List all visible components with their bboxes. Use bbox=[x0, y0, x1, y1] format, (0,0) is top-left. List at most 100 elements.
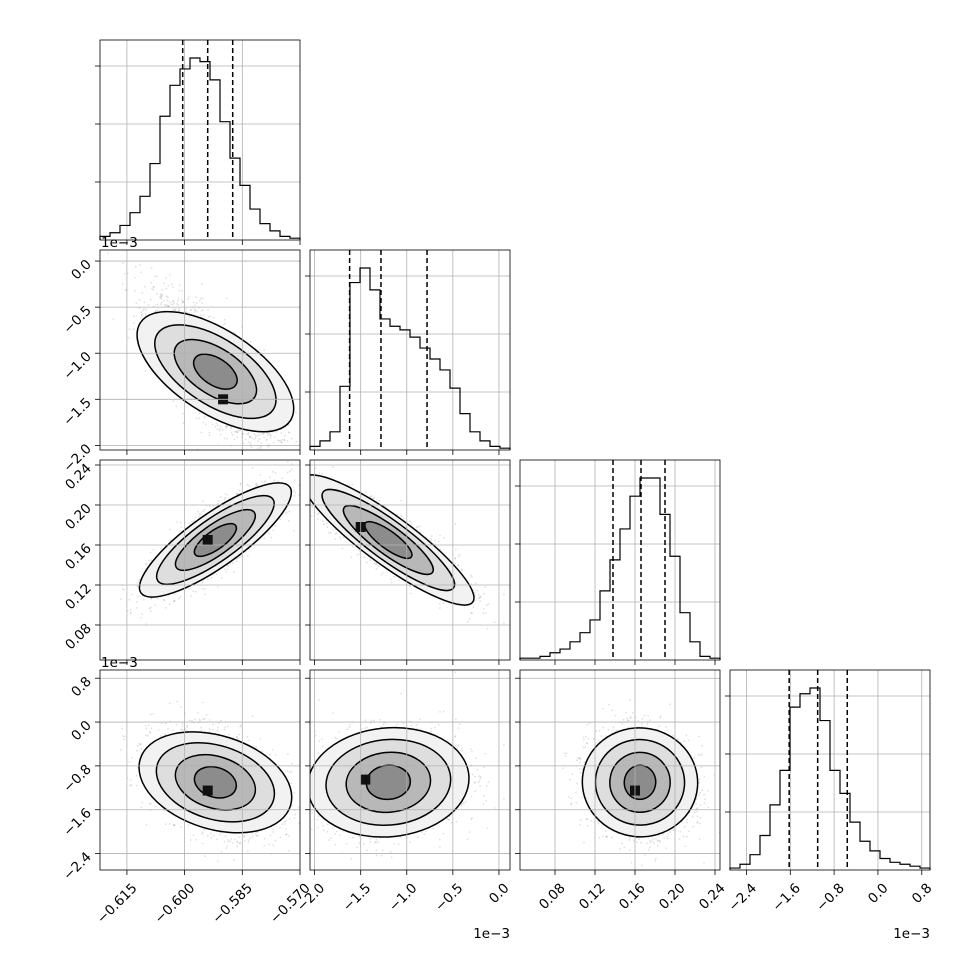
scatter-point bbox=[195, 301, 198, 304]
scatter-point bbox=[136, 581, 139, 584]
scatter-point bbox=[258, 438, 261, 441]
scatter-point bbox=[193, 304, 196, 306]
scatter-point bbox=[166, 299, 169, 302]
scatter-point bbox=[175, 405, 178, 408]
scatter-point bbox=[195, 310, 198, 313]
scatter-point bbox=[199, 297, 202, 300]
scatter-point bbox=[235, 430, 238, 432]
scatter-point bbox=[134, 289, 136, 292]
scatter-point bbox=[160, 294, 163, 297]
scatter-point bbox=[275, 431, 278, 433]
scatter-point bbox=[208, 505, 211, 507]
scatter-point bbox=[276, 455, 278, 457]
scatter-point bbox=[140, 314, 143, 317]
panel-frame bbox=[309, 249, 511, 451]
scatter-point bbox=[216, 428, 219, 431]
scatter-point bbox=[197, 510, 199, 513]
scatter-point bbox=[165, 304, 168, 307]
scatter-point bbox=[201, 500, 204, 503]
scatter-point bbox=[274, 471, 277, 474]
scatter-point bbox=[234, 430, 236, 433]
scatter-point bbox=[159, 296, 162, 299]
scatter-point bbox=[244, 438, 247, 441]
scatter-point bbox=[293, 494, 296, 497]
scatter-point bbox=[142, 309, 145, 312]
scatter-point bbox=[173, 309, 176, 312]
scatter-point bbox=[207, 308, 210, 311]
scatter-point bbox=[226, 437, 228, 440]
scatter-point bbox=[236, 431, 238, 434]
scatter-point bbox=[167, 284, 170, 287]
scatter-point bbox=[210, 576, 213, 579]
scatter-point bbox=[121, 262, 124, 264]
scatter-point bbox=[267, 445, 270, 448]
scatter-point bbox=[164, 305, 167, 308]
scatter-point bbox=[176, 521, 179, 523]
scatter-point bbox=[281, 477, 284, 480]
scatter-point bbox=[144, 562, 147, 565]
scatter-point bbox=[253, 438, 255, 441]
scatter-point bbox=[280, 432, 283, 434]
scatter-point bbox=[251, 467, 254, 469]
scatter-point bbox=[265, 439, 268, 441]
contour-line bbox=[173, 338, 258, 405]
scatter-point bbox=[279, 518, 282, 521]
scatter-point bbox=[258, 433, 261, 436]
contour-line bbox=[192, 353, 238, 390]
scatter-point bbox=[150, 597, 153, 600]
scatter-point bbox=[324, 461, 326, 463]
scatter-point bbox=[223, 318, 226, 321]
scatter-point bbox=[140, 311, 142, 313]
scatter-point bbox=[112, 318, 115, 321]
scatter-point bbox=[239, 482, 242, 485]
scatter-point bbox=[268, 532, 270, 535]
scatter-point bbox=[194, 517, 196, 519]
scatter-point bbox=[143, 301, 146, 303]
panel-frame bbox=[729, 669, 931, 871]
scatter-point bbox=[156, 292, 158, 295]
scatter-point bbox=[284, 512, 287, 515]
scatter-point bbox=[172, 286, 174, 288]
scatter-point bbox=[133, 315, 136, 318]
marginal-panel-4 bbox=[725, 669, 931, 871]
scatter-point bbox=[168, 528, 171, 531]
scatter-point bbox=[136, 585, 138, 588]
scatter-point bbox=[236, 492, 239, 495]
scatter-point bbox=[145, 308, 148, 311]
scatter-point bbox=[138, 579, 141, 581]
scatter-point bbox=[260, 453, 262, 455]
scatter-point bbox=[261, 433, 264, 435]
scatter-point bbox=[238, 556, 241, 559]
scatter-point bbox=[293, 490, 296, 492]
scatter-point bbox=[182, 301, 185, 303]
scatter-point bbox=[164, 303, 166, 306]
scatter-point bbox=[269, 433, 272, 436]
scatter-point bbox=[248, 484, 250, 487]
scatter-point bbox=[201, 582, 204, 584]
scatter-point bbox=[129, 609, 132, 611]
scatter-point bbox=[202, 309, 204, 311]
scatter-point bbox=[261, 480, 263, 483]
scatter-point bbox=[247, 441, 250, 444]
scatter-point bbox=[197, 516, 200, 518]
scatter-point bbox=[132, 328, 135, 330]
scatter-point bbox=[201, 302, 203, 304]
scatter-point bbox=[288, 470, 291, 473]
scatter-point bbox=[301, 468, 303, 470]
scatter-point bbox=[202, 510, 205, 513]
scatter-point bbox=[140, 616, 143, 619]
scatter-point bbox=[131, 593, 134, 596]
scatter-point bbox=[123, 589, 125, 591]
scatter-point bbox=[172, 308, 175, 311]
scatter-point bbox=[160, 301, 163, 304]
scatter-point bbox=[257, 440, 260, 443]
scatter-point bbox=[198, 300, 201, 302]
scatter-point bbox=[188, 296, 190, 298]
scatter-point bbox=[153, 275, 156, 278]
scatter-point bbox=[182, 422, 185, 425]
scatter-point bbox=[188, 312, 191, 315]
scatter-point bbox=[148, 607, 151, 610]
scatter-point bbox=[138, 298, 141, 301]
scatter-point bbox=[161, 293, 164, 296]
scatter-point bbox=[286, 440, 289, 442]
